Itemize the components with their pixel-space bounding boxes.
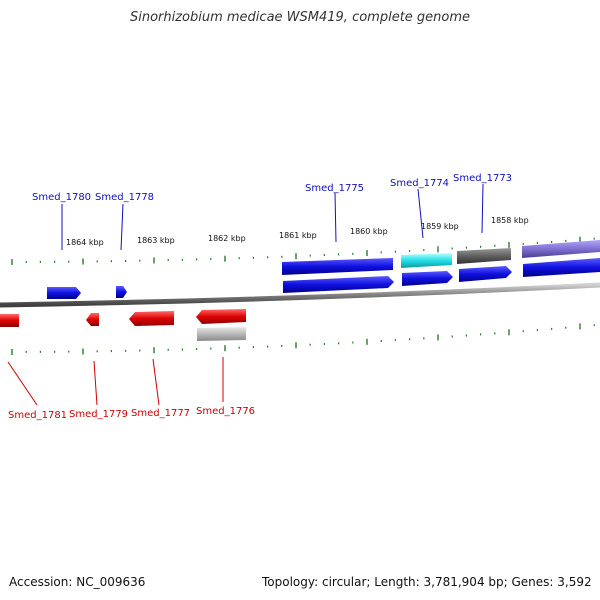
gene-smed-1774[interactable] (401, 253, 452, 268)
gene-smed-1773-b[interactable] (459, 266, 512, 282)
gene-smed-1773[interactable] (457, 248, 511, 264)
gene-smed-1781[interactable] (0, 314, 19, 327)
scale-label-1858: 1858 kbp (491, 216, 529, 225)
scale-label-1863: 1863 kbp (137, 236, 175, 245)
label-smed-1774[interactable]: Smed_1774 (390, 178, 449, 189)
gene-smed-1776-b[interactable] (197, 327, 246, 341)
scale-ticks-bottom (11, 323, 595, 355)
forward-leader-lines (61, 183, 484, 251)
scale-label-1861: 1861 kbp (279, 231, 317, 240)
label-smed-1773[interactable]: Smed_1773 (453, 173, 512, 184)
label-smed-1781[interactable]: Smed_1781 (8, 410, 67, 421)
gene-smed-1775-b[interactable] (283, 276, 394, 293)
label-smed-1779[interactable]: Smed_1779 (69, 409, 128, 420)
gene-smed-1779[interactable] (86, 313, 99, 326)
gene-smed-1776[interactable] (196, 309, 246, 324)
gene-smed-1774-b[interactable] (402, 271, 453, 286)
label-smed-1775[interactable]: Smed_1775 (305, 183, 364, 194)
reverse-leader-lines (7, 357, 224, 406)
genome-summary-text: Topology: circular; Length: 3,781,904 bp… (262, 575, 592, 589)
gene-smed-1778[interactable] (116, 286, 127, 298)
scale-label-1859: 1859 kbp (421, 222, 459, 231)
label-smed-1780[interactable]: Smed_1780 (32, 192, 91, 203)
gene-smed-1780[interactable] (47, 287, 81, 299)
scale-label-1862: 1862 kbp (208, 234, 246, 243)
label-smed-1777[interactable]: Smed_1777 (131, 408, 190, 419)
gene-smed-1775[interactable] (282, 258, 393, 275)
gene-edge-blue[interactable] (523, 258, 600, 277)
genome-backbone (0, 282, 600, 308)
gene-smed-1777[interactable] (129, 311, 174, 326)
genome-title: Sinorhizobium medicae WSM419, complete g… (129, 10, 471, 25)
accession-text: Accession: NC_009636 (9, 575, 146, 589)
scale-label-1864: 1864 kbp (66, 238, 104, 247)
label-smed-1778[interactable]: Smed_1778 (95, 192, 154, 203)
label-smed-1776[interactable]: Smed_1776 (196, 406, 255, 417)
gene-edge-purple[interactable] (522, 240, 600, 258)
scale-label-1860: 1860 kbp (350, 227, 388, 236)
scale-ticks-top (11, 236, 595, 265)
